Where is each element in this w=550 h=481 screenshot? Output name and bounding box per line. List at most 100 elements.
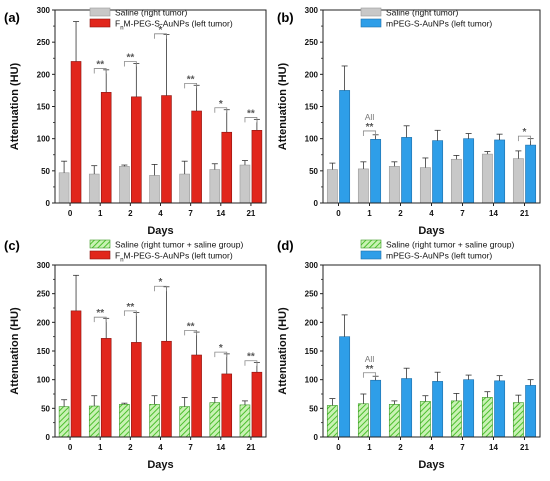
legend-swatch [89, 250, 111, 260]
y-tick-label: 300 [305, 6, 319, 15]
significance-note: All [365, 112, 375, 122]
y-axis-title: Attenuation (HU) [9, 62, 21, 150]
bar [525, 144, 537, 204]
significance-note: All [365, 354, 375, 364]
y-tick-label: 300 [305, 261, 319, 270]
bar [221, 131, 233, 204]
bar [326, 169, 338, 204]
chart-panel-1: (b) **All * 0 50 100 150 200 250 300 0 1 2 4 7 14 21 Days… [277, 6, 541, 237]
significance-stars: * [523, 127, 527, 138]
bar [326, 405, 338, 438]
plot-frame [322, 9, 541, 204]
significance-stars: ** [366, 122, 374, 133]
significance-stars: ** [126, 52, 134, 63]
x-tick-label: 4 [158, 209, 163, 218]
significance-bracket [244, 360, 258, 366]
bar [481, 153, 493, 204]
y-tick-label: 0 [314, 433, 319, 442]
bar [494, 380, 506, 438]
bar [401, 137, 413, 204]
significance-bracket [154, 33, 167, 39]
y-tick-label: 250 [37, 290, 51, 299]
bar [463, 138, 475, 204]
significance-stars: ** [187, 74, 195, 85]
significance-stars: ** [96, 60, 104, 71]
bar [251, 371, 263, 438]
plot-frame [54, 9, 267, 204]
bar [357, 403, 369, 438]
legend-swatch [360, 7, 382, 17]
x-tick-label: 21 [246, 209, 255, 218]
bar [209, 402, 221, 438]
bar [357, 168, 369, 204]
bar [161, 95, 172, 204]
legend-label: Saline (right tumor) [386, 8, 458, 18]
bar [339, 336, 351, 438]
y-tick-label: 150 [37, 103, 51, 112]
legend-swatch [89, 7, 111, 17]
significance-stars: ** [366, 364, 374, 375]
legend-swatch [89, 239, 111, 249]
x-tick-label: 0 [336, 209, 341, 218]
bar [512, 158, 524, 204]
x-tick-label: 7 [188, 209, 193, 218]
significance-stars: ** [187, 321, 195, 332]
bar [100, 338, 112, 438]
x-tick-label: 2 [398, 209, 403, 218]
bar [450, 400, 462, 438]
bar [525, 385, 537, 438]
significance-bracket [362, 130, 377, 136]
legend-swatch [360, 18, 382, 28]
y-tick-label: 150 [305, 347, 319, 356]
significance-bracket [184, 329, 198, 336]
bar [463, 379, 475, 438]
significance-stars: ** [96, 308, 104, 319]
y-tick-label: 150 [37, 347, 51, 356]
bar [388, 166, 400, 204]
panel-label: (d) [277, 238, 294, 253]
x-tick-label: 14 [216, 443, 225, 452]
bar [209, 169, 221, 204]
bar [221, 373, 233, 438]
legend-label: Saline (right tumor + saline group) [386, 240, 514, 250]
y-tick-label: 50 [41, 404, 50, 413]
y-tick-label: 200 [305, 318, 319, 327]
y-tick-label: 250 [305, 290, 319, 299]
x-tick-label: 7 [460, 209, 465, 218]
x-tick-label: 2 [398, 443, 403, 452]
legend-swatch [360, 239, 382, 249]
panel-label: (c) [4, 238, 20, 253]
panel-label: (a) [4, 10, 20, 25]
significance-bracket [123, 310, 137, 316]
bar [239, 164, 251, 204]
y-tick-label: 100 [305, 135, 319, 144]
bar [388, 404, 400, 438]
significance-stars: * [159, 25, 163, 36]
bar [370, 379, 382, 438]
bar [70, 61, 82, 204]
legend-swatch [89, 18, 111, 28]
bar [401, 378, 413, 438]
bar [179, 406, 190, 438]
y-tick-label: 250 [37, 38, 51, 47]
bar [512, 402, 524, 438]
bar [191, 110, 202, 204]
legend-label: FnM-PEG-S-AuNPs (left tumor) [115, 19, 233, 32]
bar [58, 172, 70, 204]
legend-swatch [360, 250, 382, 260]
bar [370, 139, 382, 204]
x-tick-label: 2 [128, 209, 133, 218]
bar [191, 354, 202, 438]
significance-bracket [214, 351, 228, 358]
bar [88, 405, 100, 438]
bar [179, 173, 190, 204]
x-tick-label: 14 [489, 209, 498, 218]
significance-bracket [244, 117, 258, 123]
x-tick-label: 1 [98, 209, 103, 218]
bar [131, 96, 142, 204]
x-tick-label: 7 [188, 443, 193, 452]
bar [119, 404, 130, 438]
chart-panel-3: (d) **All 0 50 100 150 200 250 300 0 1 2 4 7 14 21 Days A… [277, 238, 541, 471]
